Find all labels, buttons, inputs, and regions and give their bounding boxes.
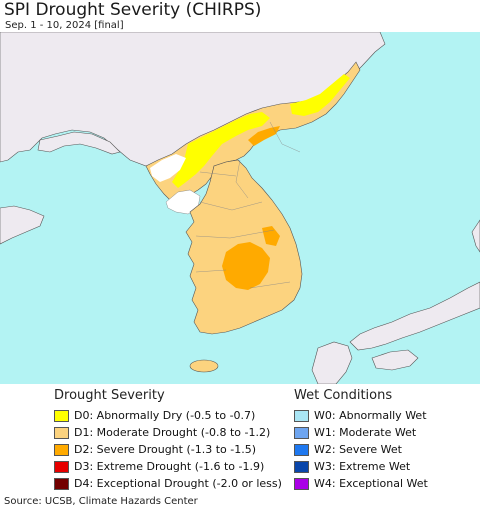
swatch-d2 [54, 443, 69, 456]
swatch-w4 [294, 477, 309, 490]
d0-northeast [290, 74, 350, 116]
legend-label: W4: Exceptional Wet [314, 477, 428, 490]
legend-item-d3: D3: Extreme Drought (-1.6 to -1.9) [54, 458, 282, 475]
shandong-peninsula [0, 205, 45, 245]
japan-north [471, 219, 480, 253]
d2-south-interior [222, 242, 270, 290]
swatch-d1 [54, 426, 69, 439]
legend-label: W2: Severe Wet [314, 443, 402, 456]
wet-legend-heading: Wet Conditions [294, 388, 393, 403]
jeju-island [189, 359, 219, 373]
legend-label: D2: Severe Drought (-1.3 to -1.5) [74, 443, 257, 456]
japan-shikoku [371, 349, 419, 371]
wet-legend: Wet Conditions W0: Abnormally Wet W1: Mo… [294, 388, 428, 492]
legend-item-d0: D0: Abnormally Dry (-0.5 to -0.7) [54, 407, 282, 424]
legend-item-w4: W4: Exceptional Wet [294, 475, 428, 492]
legend-item-d2: D2: Severe Drought (-1.3 to -1.5) [54, 441, 282, 458]
legend-label: W1: Moderate Wet [314, 426, 417, 439]
japan-honshu [349, 281, 480, 351]
legend-label: D3: Extreme Drought (-1.6 to -1.9) [74, 460, 265, 473]
japan-kyushu [311, 341, 353, 384]
legend-item-d4: D4: Exceptional Drought (-2.0 or less) [54, 475, 282, 492]
d2-south-east [262, 226, 280, 246]
legend-item-w1: W1: Moderate Wet [294, 424, 428, 441]
legend-label: W0: Abnormally Wet [314, 409, 427, 422]
legend-item-w3: W3: Extreme Wet [294, 458, 428, 475]
swatch-d4 [54, 477, 69, 490]
legend-item-w0: W0: Abnormally Wet [294, 407, 428, 424]
drought-map [0, 32, 480, 384]
legend-label: D1: Moderate Drought (-0.8 to -1.2) [74, 426, 271, 439]
normal-patch-nw [150, 154, 186, 182]
liaodong-peninsula [37, 131, 121, 155]
swatch-w1 [294, 426, 309, 439]
map-title: SPI Drought Severity (CHIRPS) [4, 0, 262, 20]
legend-label: W3: Extreme Wet [314, 460, 411, 473]
legend-item-d1: D1: Moderate Drought (-0.8 to -1.2) [54, 424, 282, 441]
swatch-d0 [54, 409, 69, 422]
map-subtitle: Sep. 1 - 10, 2024 [final] [5, 20, 124, 31]
legend-label: D4: Exceptional Drought (-2.0 or less) [74, 477, 282, 490]
legend-item-w2: W2: Severe Wet [294, 441, 428, 458]
drought-legend-heading: Drought Severity [54, 388, 165, 403]
swatch-d3 [54, 460, 69, 473]
legend-label: D0: Abnormally Dry (-0.5 to -0.7) [74, 409, 256, 422]
swatch-w3 [294, 460, 309, 473]
swatch-w2 [294, 443, 309, 456]
source-credit: Source: UCSB, Climate Hazards Center [4, 496, 198, 507]
swatch-w0 [294, 409, 309, 422]
province-boundaries [195, 121, 301, 289]
d0-north-belt [172, 112, 270, 188]
d2-ne-coast [248, 126, 280, 146]
drought-legend: Drought Severity D0: Abnormally Dry (-0.… [54, 388, 282, 492]
